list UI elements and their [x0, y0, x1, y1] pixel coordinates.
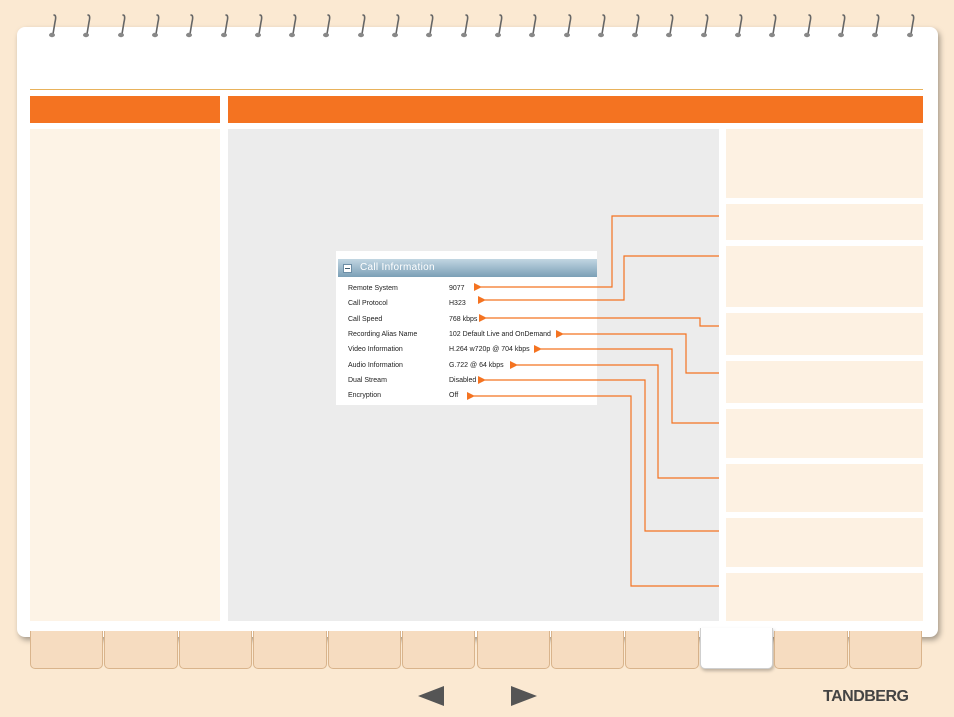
- collapse-icon[interactable]: [343, 264, 352, 273]
- description-box-call-protocol: [726, 246, 923, 307]
- binder-ring: [528, 14, 538, 40]
- binder-ring: [631, 14, 641, 40]
- tandberg-logo: TANDBERG: [823, 688, 909, 705]
- left-header-bar: [30, 96, 220, 123]
- binder-ring: [906, 14, 916, 40]
- binder-ring: [665, 14, 675, 40]
- binder-ring: [185, 14, 195, 40]
- chapter-tab[interactable]: [253, 631, 327, 669]
- description-box-remote-system: [726, 204, 923, 240]
- binder-ring: [563, 14, 573, 40]
- description-box-audio-information: [726, 464, 923, 512]
- chapter-tab[interactable]: [178, 631, 253, 669]
- dual-stream-label: Dual Stream: [348, 377, 387, 384]
- recording-alias-value: 102 Default Live and OnDemand: [449, 331, 551, 338]
- header-rule: [30, 89, 923, 90]
- main-header-bar: [228, 96, 923, 123]
- binder-ring: [391, 14, 401, 40]
- binder-ring: [734, 14, 744, 40]
- video-information-label: Video Information: [348, 346, 403, 353]
- chapter-tab[interactable]: [848, 631, 922, 669]
- binder-ring: [48, 14, 58, 40]
- audio-information-value: G.722 @ 64 kbps: [449, 362, 504, 369]
- binder-ring: [597, 14, 607, 40]
- chapter-tab[interactable]: [699, 628, 774, 669]
- dual-stream-value: Disabled: [449, 377, 477, 384]
- chapter-tab[interactable]: [550, 631, 625, 669]
- call-information-title: Call Information: [360, 262, 435, 273]
- call-information-panel: Call Information Remote System 9077 Call…: [336, 251, 597, 405]
- encryption-value: Off: [449, 392, 459, 399]
- chapter-tab[interactable]: [327, 631, 402, 669]
- chapter-tab[interactable]: [476, 631, 550, 669]
- left-arrow-icon[interactable]: [418, 686, 444, 706]
- call-speed-value: 768 kbps: [449, 316, 478, 323]
- remote-system-label: Remote System: [348, 285, 398, 292]
- binder-ring: [871, 14, 881, 40]
- binder-ring: [151, 14, 161, 40]
- binder-ring: [82, 14, 92, 40]
- description-box-dual-stream: [726, 518, 923, 567]
- recording-alias-label: Recording Alias Name: [348, 331, 418, 338]
- call-speed-label: Call Speed: [348, 316, 383, 323]
- binder-ring: [425, 14, 435, 40]
- call-protocol-value: H323: [449, 300, 466, 307]
- binder-ring: [357, 14, 367, 40]
- chapter-tab[interactable]: [30, 631, 104, 669]
- encryption-label: Encryption: [348, 392, 382, 399]
- remote-system-value: 9077: [449, 285, 465, 292]
- binder-ring: [288, 14, 298, 40]
- video-information-value: H.264 w720p @ 704 kbps: [449, 346, 530, 353]
- binder-ring: [768, 14, 778, 40]
- chapter-tab[interactable]: [625, 631, 699, 669]
- binder-ring: [494, 14, 504, 40]
- description-box-encryption: [726, 573, 923, 621]
- description-box-intro: [726, 129, 923, 198]
- right-arrow-icon[interactable]: [511, 686, 537, 706]
- binder-ring: [322, 14, 332, 40]
- binder-ring: [837, 14, 847, 40]
- call-information-header[interactable]: Call Information: [338, 259, 597, 277]
- binder-ring: [254, 14, 264, 40]
- description-box-call-speed: [726, 313, 923, 355]
- call-protocol-label: Call Protocol: [348, 300, 388, 307]
- description-box-recording-alias: [726, 361, 923, 403]
- chapter-tab[interactable]: [104, 631, 178, 669]
- binder-ring: [220, 14, 230, 40]
- binder-ring: [700, 14, 710, 40]
- binder-ring: [803, 14, 813, 40]
- chapter-tab[interactable]: [402, 631, 476, 669]
- binder-ring: [460, 14, 470, 40]
- chapter-tab[interactable]: [774, 631, 848, 669]
- left-panel: [30, 129, 220, 621]
- audio-information-label: Audio Information: [348, 362, 403, 369]
- description-box-video-information: [726, 409, 923, 458]
- binder-ring: [117, 14, 127, 40]
